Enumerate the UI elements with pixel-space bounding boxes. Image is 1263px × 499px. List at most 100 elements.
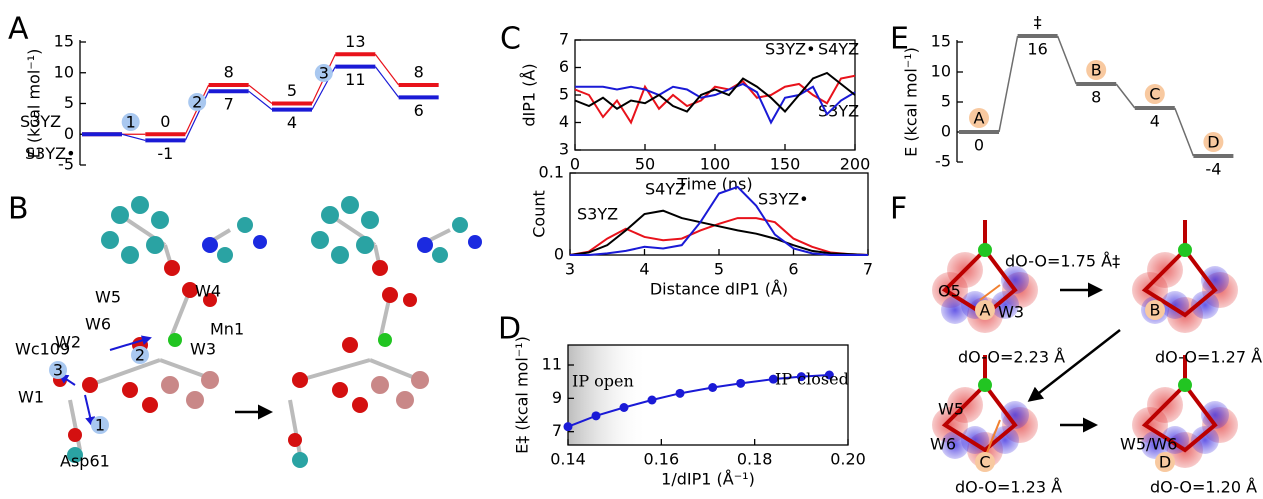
step-label: 2 (192, 93, 202, 112)
value-label: 7 (224, 95, 234, 114)
data-point (592, 411, 601, 420)
atom-label: dO-O=1.23 Å (955, 478, 1062, 496)
connector (999, 36, 1018, 132)
mn (1178, 243, 1192, 257)
y-tick-label: 15 (931, 32, 951, 51)
y-tick-label: 4 (559, 112, 569, 131)
atom-label: Mn1 (210, 320, 244, 339)
state-label: C (979, 453, 990, 472)
value-label: 16 (1027, 40, 1047, 59)
y-tick-label: 7 (559, 30, 569, 49)
series-label: S3YZ• (25, 144, 76, 163)
annotation: IP closed (775, 370, 849, 389)
y-tick-label: 5 (941, 92, 951, 111)
y-tick-label: 0 (64, 124, 74, 143)
y-axis-label: dIP1 (Å) (520, 63, 539, 126)
atom-label: Asp61 (60, 452, 110, 471)
y-axis-label: E (kcal mol⁻¹) (25, 49, 44, 159)
x-tick-label: 5 (714, 260, 724, 279)
atom-label: Wc109 (15, 340, 70, 359)
series-label: S3YZ (20, 112, 61, 131)
data-point (736, 379, 745, 388)
panel-label: F (890, 192, 907, 227)
y-tick-label: 3 (559, 140, 569, 159)
value-label: 8 (224, 63, 234, 82)
y-axis-label: Count (530, 190, 549, 238)
state-label: A (980, 301, 991, 320)
x-tick-label: 100 (700, 155, 731, 174)
figure: ABCDEFW5W4W6W2Wc109W1W3Mn1Asp61123O5W3dO… (0, 0, 1263, 495)
state-label: D (1159, 453, 1171, 472)
y-tick-label: 0 (554, 245, 564, 264)
connector (375, 67, 398, 98)
x-tick-label: 0.18 (737, 450, 773, 469)
ip-open-shade (568, 345, 648, 445)
value-label: 4 (1150, 112, 1160, 131)
atom-label: dO-O=1.20 Å (1150, 478, 1257, 496)
y-tick-label: 10 (54, 62, 74, 81)
atom-label: W1 (18, 388, 44, 407)
step-label: 2 (135, 346, 145, 365)
data-point (620, 403, 629, 412)
x-tick-label: 0.14 (550, 450, 586, 469)
value-label: 8 (414, 63, 424, 82)
y-tick-label: 0.1 (539, 163, 564, 182)
state-label: B (1091, 61, 1102, 80)
state-label: ‡ (1034, 13, 1042, 32)
value-label: 11 (345, 70, 365, 89)
series-label: S4YZ (818, 40, 859, 59)
x-tick-label: 3 (565, 260, 575, 279)
value-label: 6 (414, 101, 424, 120)
mn (978, 378, 992, 392)
series-label: S3YZ (818, 102, 859, 121)
atom-label: dO-O=2.23 Å (958, 348, 1065, 367)
y-tick-label: -5 (935, 152, 951, 171)
y-tick-label: 15 (54, 32, 74, 51)
x-tick-label: 6 (788, 260, 798, 279)
y-tick-label: 5 (559, 85, 569, 104)
data-point (648, 396, 657, 405)
x-tick-label: 0.20 (830, 450, 866, 469)
atom-label: O5 (938, 282, 961, 301)
panel-label: B (8, 192, 29, 227)
state-label: D (1207, 133, 1219, 152)
y-tick-label: 0 (941, 122, 951, 141)
atom-label: dO-O=1.27 Å (1155, 348, 1262, 367)
x-tick-label: 200 (840, 155, 871, 174)
panel-label: C (500, 22, 521, 57)
x-tick-label: 150 (770, 155, 801, 174)
value-label: 0 (160, 112, 170, 131)
x-tick-label: 50 (635, 155, 655, 174)
connector (1058, 36, 1077, 84)
value-label: 13 (345, 32, 365, 51)
data-point (708, 383, 717, 392)
value-label: 4 (287, 113, 297, 132)
series-line (575, 73, 855, 112)
connector (1116, 84, 1135, 108)
mn (1178, 378, 1192, 392)
y-tick-label: 6 (559, 57, 569, 76)
series-label: S3YZ• (765, 40, 816, 59)
y-axis-label: E (kcal mol⁻¹) (902, 47, 921, 157)
state-label: B (1150, 301, 1161, 320)
value-label: 8 (1091, 88, 1101, 107)
step-label: 1 (126, 113, 136, 132)
x-axis-label: 1/dIP1 (Å⁻¹) (661, 470, 755, 489)
series-label: S3YZ (577, 205, 618, 224)
state-label: C (1149, 85, 1160, 104)
x-tick-label: 0 (570, 155, 580, 174)
y-tick-label: 9 (552, 388, 562, 407)
step-label: 3 (319, 64, 329, 83)
series-label: S3YZ• (758, 190, 809, 209)
atom-label: W5 (95, 288, 121, 307)
step-label: 3 (53, 361, 63, 380)
atom-label: W3 (190, 340, 216, 359)
y-tick-label: 5 (64, 93, 74, 112)
connector (1175, 108, 1194, 156)
y-tick-label: 11 (542, 355, 562, 374)
x-tick-label: 0.16 (644, 450, 680, 469)
y-tick-label: 10 (931, 62, 951, 81)
value-label: 0 (974, 136, 984, 155)
y-tick-label: 7 (552, 421, 562, 440)
value-label: -4 (1205, 160, 1221, 179)
